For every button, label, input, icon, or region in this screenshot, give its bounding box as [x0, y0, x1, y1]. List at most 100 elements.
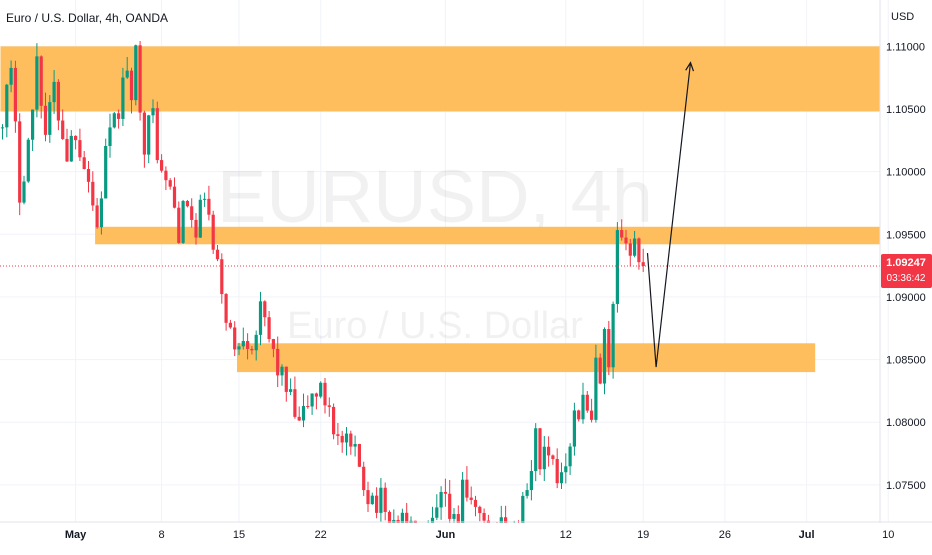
candle	[142, 110, 146, 168]
candle	[52, 70, 56, 114]
candle-body	[280, 366, 284, 376]
candle-body	[353, 443, 357, 447]
y-tick-label: 1.08000	[886, 417, 926, 429]
x-axis[interactable]: May 8 15 22 Jun 12 19 26 Jul 10	[0, 521, 932, 551]
candle	[220, 253, 224, 304]
candle	[233, 321, 237, 357]
candle-body	[95, 205, 99, 228]
candle-body	[61, 120, 65, 139]
y-tick-label: 1.10000	[886, 167, 926, 179]
candle-body	[112, 113, 116, 128]
candle	[439, 486, 443, 520]
candle-body	[336, 434, 340, 436]
candle	[289, 378, 293, 396]
candle-body	[448, 493, 452, 519]
current-price-badge: 1.09247 03:36:42	[881, 253, 932, 288]
candle	[336, 422, 340, 446]
x-tick-label: 15	[233, 529, 245, 541]
projection-arrowhead	[685, 61, 695, 72]
chart-title: Euro / U.S. Dollar, 4h, OANDA	[6, 11, 169, 25]
candle	[104, 138, 108, 199]
candle-body	[69, 135, 73, 162]
y-tick-label: 1.11000	[886, 41, 925, 53]
candle-body	[267, 317, 271, 340]
candle	[13, 60, 17, 133]
candle-body	[185, 201, 189, 207]
candle-body	[151, 108, 155, 116]
candle	[357, 443, 361, 467]
candle-body	[203, 198, 207, 200]
candle	[641, 248, 645, 273]
projection-arrow[interactable]	[646, 61, 695, 368]
candle	[134, 44, 138, 106]
candle-body	[482, 513, 486, 521]
candle	[207, 185, 211, 221]
candle-body	[233, 327, 237, 350]
candle	[211, 210, 215, 254]
candle-body	[43, 105, 48, 135]
candle	[95, 197, 99, 229]
candle	[56, 79, 60, 131]
candle-body	[0, 127, 5, 129]
candle	[577, 409, 581, 422]
candle-body	[357, 443, 361, 467]
candle-body	[529, 471, 533, 491]
candle-body	[52, 81, 56, 103]
candle-body	[86, 169, 91, 182]
candle	[633, 230, 637, 258]
candle	[611, 301, 615, 379]
candle-body	[284, 366, 288, 392]
watermark-symbol: EURUSD, 4h	[217, 155, 653, 238]
candle	[177, 201, 181, 244]
y-axis[interactable]: 1.070001.075001.080001.085001.090001.095…	[886, 41, 926, 554]
candle-body	[534, 428, 538, 472]
candle	[112, 111, 116, 129]
candle-body	[615, 230, 619, 304]
middle-resistance-zone	[95, 226, 881, 245]
candle-body	[521, 495, 525, 542]
candle-body	[271, 339, 275, 349]
candle	[160, 154, 164, 173]
candle-body	[168, 180, 172, 187]
candle-body	[31, 109, 35, 140]
candle-body	[366, 490, 370, 505]
candle	[353, 435, 357, 457]
candle-body	[74, 135, 78, 141]
candle	[271, 338, 275, 358]
candle-body	[323, 382, 327, 406]
candle	[332, 403, 336, 440]
y-tick-label: 1.09500	[886, 229, 926, 241]
candle-body	[194, 219, 198, 238]
support-zone	[237, 343, 816, 373]
candle	[602, 327, 607, 395]
candle-body	[301, 406, 306, 421]
candle-body	[172, 186, 177, 208]
candle	[375, 487, 379, 519]
candle-body	[551, 455, 555, 459]
current-price-badge-bg	[881, 253, 932, 288]
candle-body	[22, 181, 26, 203]
candle-body	[147, 115, 151, 155]
candle-body	[538, 428, 542, 470]
candle	[99, 191, 103, 235]
candle-body	[641, 262, 645, 266]
candle	[594, 344, 598, 423]
candle-body	[306, 406, 310, 408]
candle	[607, 320, 611, 375]
upper-resistance-zone	[0, 46, 880, 112]
candle-body	[590, 410, 594, 420]
candle-body	[82, 157, 86, 170]
candle	[35, 43, 39, 118]
candle	[198, 194, 202, 239]
candle-body	[362, 466, 366, 491]
candle-body	[525, 490, 529, 496]
candle	[129, 67, 134, 114]
candle-body	[461, 479, 465, 550]
candle	[276, 336, 280, 388]
candle-body	[379, 487, 383, 513]
candle	[31, 109, 35, 151]
candle	[525, 483, 529, 499]
candle-body	[78, 140, 82, 158]
